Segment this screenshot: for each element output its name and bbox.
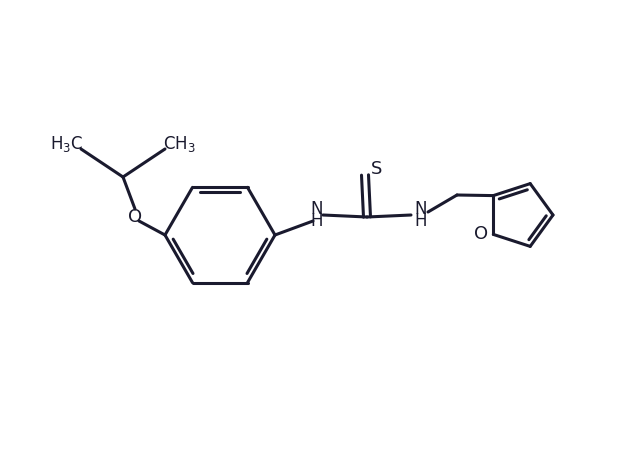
Text: H$_3$C: H$_3$C <box>51 134 84 154</box>
Text: O: O <box>128 208 142 226</box>
Text: CH$_3$: CH$_3$ <box>163 134 195 154</box>
Text: H: H <box>415 212 428 230</box>
Text: O: O <box>474 226 488 243</box>
Text: S: S <box>371 160 383 178</box>
Text: N: N <box>415 200 428 218</box>
Text: N: N <box>311 200 323 218</box>
Text: H: H <box>311 212 323 230</box>
